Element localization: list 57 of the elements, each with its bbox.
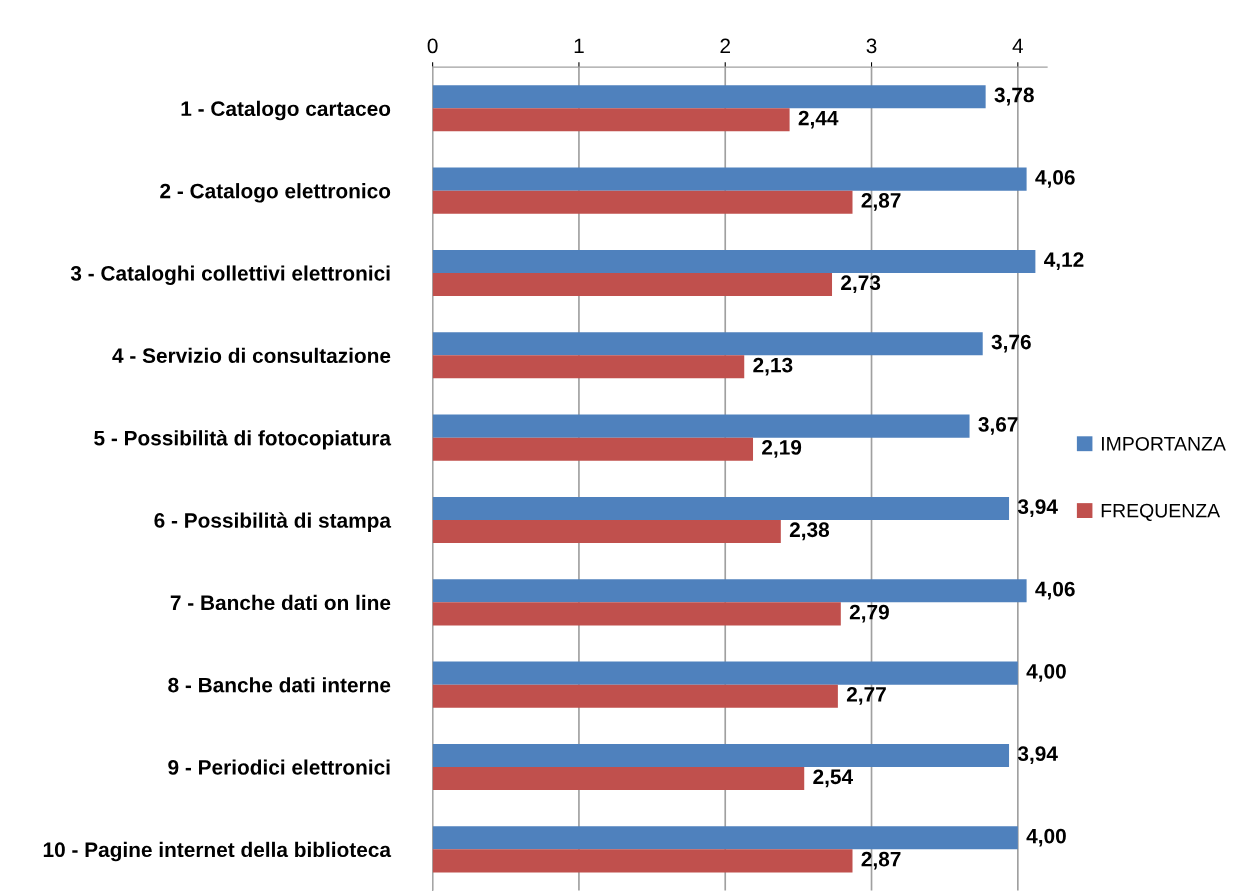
bar [432, 684, 838, 708]
data-label: 3,94 [1017, 746, 1058, 765]
data-label: 2,77 [846, 687, 886, 705]
data-label: 4,06 [1035, 169, 1075, 188]
bar [432, 519, 781, 544]
bar [432, 167, 1027, 191]
y-tick-label: 10 - Pagine internet della biblioteca [43, 841, 392, 862]
data-label: 2,38 [789, 522, 830, 541]
x-tick-label: 0 [427, 38, 438, 54]
y-tick-label: 1 - Catalogo cartaceo [181, 100, 391, 121]
y-tick-label: 3 - Cataloghi collettivi elettronici [70, 265, 390, 285]
data-label: 4,06 [1035, 581, 1075, 600]
bar [432, 332, 983, 356]
data-label: 2,13 [753, 357, 793, 376]
bar [432, 579, 1027, 603]
data-label: 2,87 [861, 851, 901, 870]
bar [432, 496, 1010, 520]
x-tick-label: 1 [574, 38, 584, 54]
y-tick-label: 4 - Servizio di consultazione [112, 347, 391, 364]
data-label: 2,79 [849, 604, 889, 623]
x-tick-label: 2 [720, 38, 730, 54]
y-tick-label: 8 - Banche dati interne [168, 677, 391, 693]
y-tick-label: 6 - Possibilità di stampa [154, 512, 392, 532]
bar [432, 249, 1036, 273]
bar [432, 602, 841, 626]
bar [432, 743, 1010, 768]
y-tick-label: 7 - Banche dati on line [170, 594, 391, 611]
bar [432, 767, 805, 791]
bar [432, 272, 833, 297]
y-tick-label: 5 - Possibilità di fotocopiatura [94, 430, 392, 450]
x-tick-label: 3 [866, 38, 877, 54]
bar [432, 355, 745, 379]
y-tick-label: 9 - Periodici elettronici [168, 759, 390, 775]
y-tick-label: 2 - Catalogo elettronico [160, 183, 391, 203]
data-label: 3,94 [1017, 499, 1058, 518]
bar [432, 826, 1018, 850]
bar [432, 437, 754, 461]
x-tick-label: 4 [1012, 38, 1024, 54]
data-label: 2,19 [762, 440, 802, 458]
data-label: 2,73 [841, 275, 881, 294]
data-label: 2,87 [861, 193, 901, 211]
data-label: 3,78 [994, 87, 1034, 106]
data-label: 4,00 [1026, 828, 1066, 847]
bar [432, 414, 970, 438]
data-label: 2,44 [798, 110, 839, 129]
bar [432, 85, 986, 109]
data-label: 3,76 [991, 334, 1031, 353]
legend-label: IMPORTANZA [1102, 436, 1226, 451]
data-label: 4,12 [1044, 252, 1084, 271]
bar [432, 190, 853, 214]
legend-label: FREQUENZA [1101, 503, 1221, 521]
data-label: 4,00 [1026, 663, 1066, 682]
bar [432, 661, 1018, 685]
data-label: 3,67 [978, 416, 1018, 435]
bar [432, 849, 853, 873]
bar [432, 108, 790, 132]
data-label: 2,54 [813, 769, 853, 788]
